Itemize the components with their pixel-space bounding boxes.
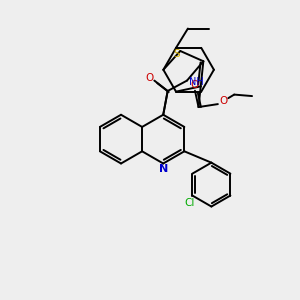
Text: S: S (173, 49, 180, 59)
Text: O: O (191, 80, 199, 90)
Text: O: O (146, 73, 154, 82)
Text: O: O (219, 96, 227, 106)
Text: N: N (159, 164, 168, 174)
Text: NH: NH (189, 77, 204, 87)
Text: Cl: Cl (184, 198, 195, 208)
